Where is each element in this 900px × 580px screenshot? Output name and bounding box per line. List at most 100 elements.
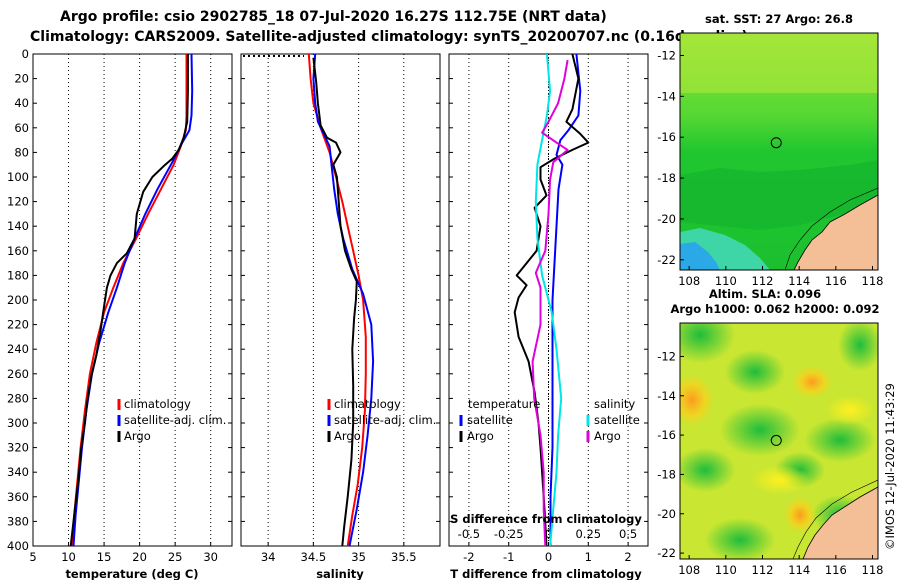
x-tick-label: 2 <box>624 550 631 564</box>
y-tick-label: 280 <box>7 391 29 405</box>
x-tick-label: 34.5 <box>301 550 327 564</box>
lon-tick-label: 110 <box>715 563 737 577</box>
sst-blue-corner <box>680 242 720 270</box>
y-tick-label: 60 <box>14 121 29 135</box>
sst-map: sat. SST: 27 Argo: 26.8 108 110 112 114 116 1… <box>657 12 883 288</box>
figure-title-line1: Argo profile: csio 2902785_18 07-Jul-202… <box>60 9 607 25</box>
lon-tick-label: 114 <box>788 563 810 577</box>
salinity-ticks: 34 34.5 35 35.5 <box>241 53 440 564</box>
sla-blob <box>838 323 878 371</box>
temperature-xlabel: temperature (deg C) <box>65 567 198 580</box>
s-diff-tick-label: 0 <box>545 527 552 541</box>
lat-tick-label: -14 <box>657 389 676 403</box>
lat-tick-label: -16 <box>657 130 676 144</box>
y-tick-label: 140 <box>7 219 29 233</box>
sst-float-marker <box>770 137 782 149</box>
lat-tick-label: -22 <box>657 546 676 560</box>
sla-blob <box>680 448 735 492</box>
s-diff-tick-label: -0.5 <box>458 527 480 541</box>
legend3-sal-satellite-label: satellite <box>594 413 640 427</box>
sla-blob <box>720 404 800 456</box>
sla-blob <box>825 395 875 425</box>
altimetry-map: Altim. SLA: 0.096 Argo h1000: 0.062 h200… <box>657 287 883 577</box>
lat-tick-label: -12 <box>657 48 676 62</box>
lat-tick-label: -20 <box>657 212 676 226</box>
salinity-xlabel: salinity <box>316 567 364 580</box>
legend2-argo-label: Argo <box>334 429 361 443</box>
lon-tick-label: 110 <box>715 274 737 288</box>
lon-tick-label: 118 <box>862 274 884 288</box>
x-tick-label: 35.5 <box>391 550 417 564</box>
legend3-temp-satellite-label: satellite <box>467 413 513 427</box>
difference-legend: temperature salinity satellite Argo sate… <box>459 397 640 443</box>
y-tick-label: 120 <box>7 195 29 209</box>
y-tick-label: 260 <box>7 367 29 381</box>
lon-tick-label: 114 <box>788 274 810 288</box>
series-line-satellite-adj-clim- <box>312 54 375 546</box>
sla-coastline <box>802 486 878 559</box>
sst-map-ticks: 108 110 112 114 116 118 -12 -14 -16 -18 -20 -22 <box>657 48 883 288</box>
sla-land <box>803 487 878 559</box>
sla-shelf-contour <box>792 479 878 559</box>
legend3-sal-argo-label: Argo <box>594 429 621 443</box>
sla-float-marker <box>770 434 782 446</box>
sla-blob <box>784 497 816 533</box>
sla-blob <box>680 374 714 426</box>
legend-argo-label: Argo <box>124 429 151 443</box>
sst-shelf-contour <box>784 187 878 270</box>
difference-xlabel: T difference from climatology <box>450 567 642 580</box>
y-tick-label: 160 <box>7 244 29 258</box>
y-tick-label: 340 <box>7 465 29 479</box>
lon-tick-label: 108 <box>678 274 700 288</box>
legend3-salinity-heading: salinity <box>594 397 635 411</box>
series-line-argo <box>312 57 358 546</box>
salinity-lines <box>307 54 375 546</box>
s-diff-tick-label: -0.25 <box>494 527 524 541</box>
sla-blob <box>792 366 832 398</box>
lat-tick-label: -22 <box>657 253 676 267</box>
lat-tick-label: -16 <box>657 428 676 442</box>
x-tick-label: 1 <box>585 550 592 564</box>
x-tick-label: -2 <box>463 550 474 564</box>
sst-map-title: sat. SST: 27 Argo: 26.8 <box>705 12 853 26</box>
x-tick-label: 20 <box>132 550 147 564</box>
figure-title-line2: Climatology: CARS2009. Satellite-adjuste… <box>30 29 748 45</box>
lat-tick-label: -18 <box>657 171 676 185</box>
y-tick-label: 320 <box>7 441 29 455</box>
lon-tick-label: 108 <box>678 563 700 577</box>
y-tick-label: 0 <box>22 47 29 61</box>
sst-coastline <box>793 194 878 270</box>
sst-map-frame <box>679 32 879 271</box>
series-line-temperature-satellite <box>549 54 582 546</box>
x-tick-label: 30 <box>203 550 218 564</box>
sst-cool-band <box>680 160 878 230</box>
x-tick-label: -1 <box>503 550 514 564</box>
temperature-ticks: 5 10 15 20 25 3002040608010012014016018020022… <box>7 47 232 564</box>
imos-timestamp: ©IMOS 12-Jul-2020 11:43:29 <box>883 383 897 550</box>
altimetry-title-line2: Argo h1000: 0.062 h2000: 0.092 <box>670 302 879 316</box>
series-line-salinity-satellite <box>534 54 563 546</box>
lat-tick-label: -18 <box>657 467 676 481</box>
y-tick-label: 300 <box>7 416 29 430</box>
legend3-temperature-heading: temperature <box>468 397 540 411</box>
series-line-argo <box>69 54 189 546</box>
altimetry-map-frame <box>679 322 879 560</box>
y-tick-label: 200 <box>7 293 29 307</box>
lat-tick-label: -20 <box>657 507 676 521</box>
lon-tick-label: 116 <box>825 274 847 288</box>
sla-blob <box>805 418 875 462</box>
y-tick-label: 20 <box>14 72 29 86</box>
y-tick-label: 400 <box>7 539 29 553</box>
y-tick-label: 40 <box>14 96 29 110</box>
s-diff-tick-label: 0.25 <box>575 527 601 541</box>
y-tick-label: 220 <box>7 318 29 332</box>
y-tick-label: 360 <box>7 490 29 504</box>
legend-climatology-label: climatology <box>124 397 191 411</box>
salinity-difference-label: S difference from climatology <box>450 512 642 526</box>
x-tick-label: 35 <box>351 550 366 564</box>
sst-field-yellow-top <box>680 33 878 93</box>
temperature-legend: climatology satellite-adj. clim. Argo <box>117 397 226 443</box>
sla-blob <box>725 350 785 394</box>
panel-salinity-frame <box>240 53 441 547</box>
